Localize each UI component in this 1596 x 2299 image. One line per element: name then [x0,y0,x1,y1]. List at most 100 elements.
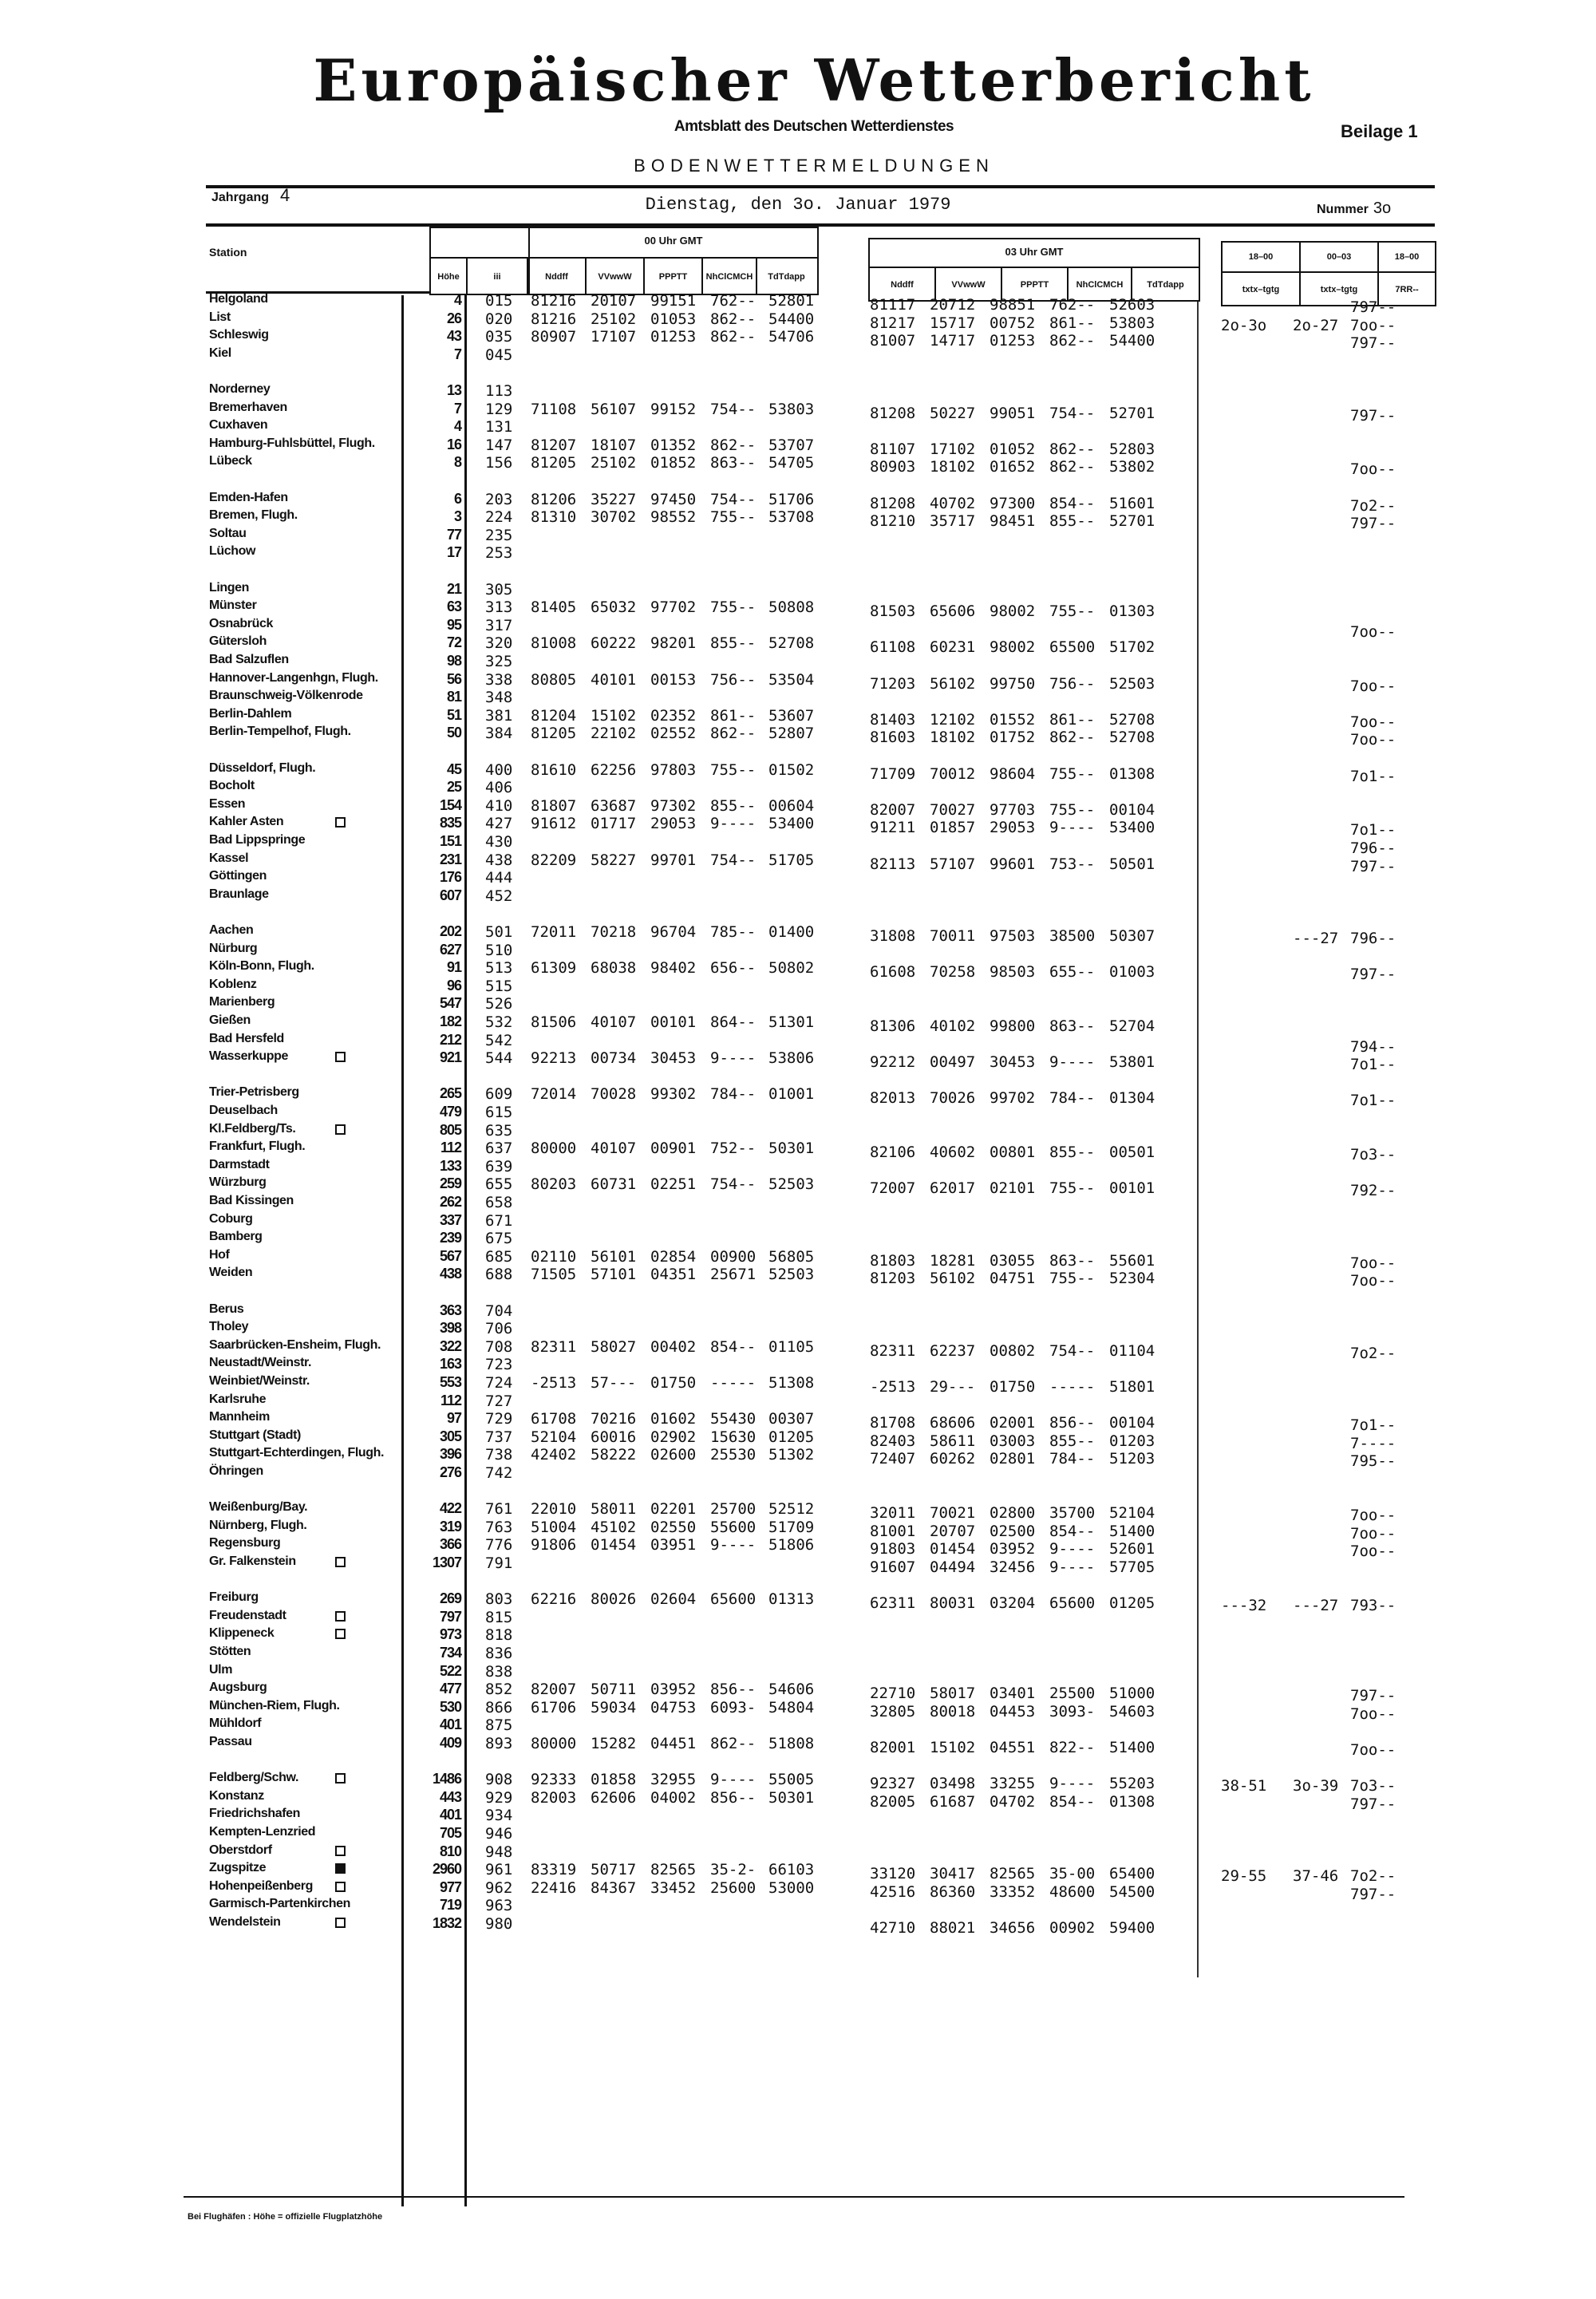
obs-00-group: 53504 [768,670,815,689]
obs-00-group: 81205 [531,454,577,472]
station-height: 21 [446,580,462,597]
obs-03-group: 82565 [990,1865,1036,1883]
station-height: 396 [439,1446,462,1463]
obs-03-group: 04494 [930,1558,976,1576]
obs-03-group: -2513 [870,1378,916,1396]
station-index: 305 [485,580,513,598]
station-height: 13 [446,382,462,398]
obs-00-group: 57101 [591,1266,637,1284]
obs-00-group: 00402 [650,1337,697,1356]
remark-value: 796-- [1350,839,1396,857]
station-name: Freiburg [209,1590,259,1605]
obs-00-group: 52807 [768,725,815,743]
obs-00-group: 50717 [591,1861,637,1879]
obs-03-group: 82403 [870,1432,916,1450]
obs-03-group: 18281 [930,1251,976,1270]
table-row: Kl.Feldberg/Ts. 805 635 [0,1122,1596,1140]
obs-03-group: 9---- [1049,1775,1096,1793]
obs-03-group: 822-- [1049,1739,1096,1756]
station-name: Marienberg [209,995,275,1009]
obs-00-group: 70028 [591,1085,637,1104]
station-height: 91 [446,959,462,976]
obs-00-group: 755-- [710,760,757,779]
obs-03-group: 65400 [1109,1865,1156,1883]
obs-03-group: 32011 [870,1504,916,1523]
station-index: 325 [485,653,513,670]
station-name: Hohenpeißenberg [209,1878,314,1893]
obs-00-group: 62256 [591,760,637,779]
obs-03-group: 00497 [930,1053,976,1072]
station-height: 63 [446,598,462,615]
station-index: 320 [485,634,513,653]
obs-00-group: 54804 [768,1698,815,1716]
obs-00-group: -2513 [531,1374,577,1392]
header-cols-03: Nddff VVwwW PPPTT NhClCMCH TdTdapp [870,268,1199,302]
station-height: 973 [439,1626,462,1643]
station-height: 112 [440,1140,462,1156]
remark-value: 797-- [1350,966,1396,984]
remark-value: 7o2-- [1350,496,1396,515]
obs-03-group: 82106 [870,1144,916,1162]
station-index: 727 [485,1392,513,1410]
obs-00-group: 9---- [710,1771,757,1789]
obs-03-group: 58017 [930,1685,976,1703]
obs-00-group: 50808 [768,598,815,617]
table-row: Düsseldorf, Flugh. 45 400 81610 62256 97803 75… [0,760,1596,785]
obs-03-group: 784-- [1049,1089,1096,1108]
station-index: 815 [485,1608,513,1626]
station-name: Gießen [209,1013,251,1027]
obs-03-group: 97300 [990,494,1036,512]
obs-00-group: 99151 [650,292,697,310]
obs-00-group: 58027 [591,1337,637,1356]
station-height: 98 [446,653,462,669]
obs-00-group: 01852 [650,454,697,472]
station-height: 366 [439,1536,462,1553]
station-name: Bamberg [209,1230,263,1244]
obs-03-group: 92327 [870,1775,916,1793]
remark-value: 7o1-- [1350,1416,1396,1435]
station-height: 305 [439,1428,462,1444]
table-row: Würzburg 259 655 80203 60731 02251 754-- 52503 7… [0,1175,1596,1199]
station-height: 363 [439,1302,462,1318]
station-height: 202 [439,923,462,939]
station-index: 313 [485,598,513,617]
station-height: 734 [439,1645,462,1661]
obs-00-group: 61309 [531,959,577,978]
station-index: 893 [485,1735,513,1752]
header-cols-00: Höhe iii Nddff VVwwW PPPTT NhClCMCH TdTd… [431,259,816,295]
obs-03-group: 65500 [1049,638,1096,657]
station-height: 319 [439,1518,462,1535]
station-index: 544 [485,1049,513,1068]
obs-03-group: 01308 [1109,1792,1156,1811]
table-row: Kassel 231 438 82209 58227 99701 754-- 51705 821… [0,851,1596,875]
station-name: Garmisch-Partenkirchen [209,1897,351,1911]
obs-00-group: ----- [710,1374,757,1392]
obs-00-group: 55005 [768,1771,815,1789]
obs-03-group: 97503 [990,927,1036,945]
obs-03-group: 33255 [990,1775,1036,1793]
obs-03-group: 81603 [870,729,916,747]
obs-00-group: 70216 [591,1410,637,1428]
obs-03-group: 81708 [870,1414,916,1432]
table-row: Soltau 77 235 [0,527,1596,544]
table-row: Kempten-Lenzried 705 946 [0,1825,1596,1843]
remark-value: 7o3-- [1350,1777,1396,1795]
remark-value: 7oo-- [1350,460,1396,479]
station-name: Weiden [209,1266,253,1280]
station-index: 156 [485,454,513,472]
obs-00-group: 53708 [768,508,815,527]
station-name: Nürburg [209,941,258,955]
station-name: Mühldorf [209,1716,262,1731]
station-name: Nürnberg, Flugh. [209,1518,307,1532]
obs-03-group: 9---- [1049,1053,1096,1072]
obs-00-group: 52503 [768,1175,815,1194]
col-nddff: Nddff [528,259,587,295]
obs-03-group: 50501 [1109,855,1156,873]
obs-00-group: 82209 [531,851,577,869]
obs-00-group: 01858 [591,1771,637,1789]
station-height: 422 [439,1500,462,1517]
obs-03-group: 51702 [1109,638,1156,657]
obs-00-group: 50711 [591,1681,637,1699]
obs-03-group: 32805 [870,1702,916,1720]
obs-00-group: 63687 [591,796,637,815]
